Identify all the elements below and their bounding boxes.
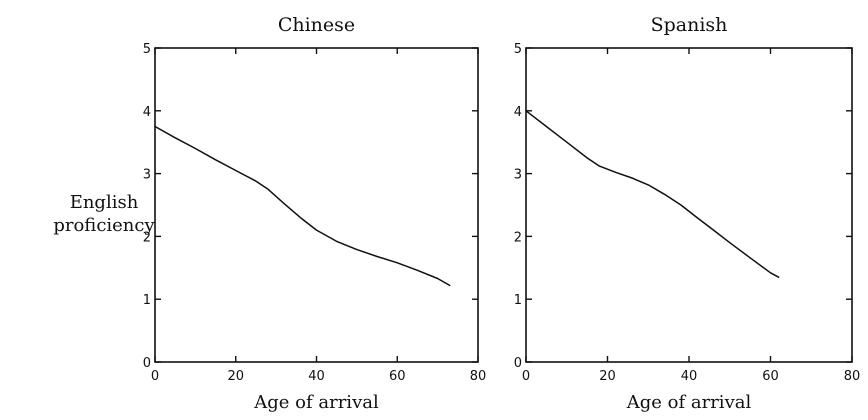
y-tick-label: 5 bbox=[514, 42, 522, 57]
panel-title: Chinese bbox=[278, 14, 355, 36]
x-tick-label: 20 bbox=[599, 369, 616, 384]
x-tick-label: 80 bbox=[844, 369, 861, 384]
x-tick-label: 60 bbox=[762, 369, 779, 384]
y-tick-label: 2 bbox=[143, 230, 151, 245]
x-tick-label: 80 bbox=[470, 369, 487, 384]
y-tick-label: 2 bbox=[514, 230, 522, 245]
x-axis-label: Age of arrival bbox=[626, 392, 752, 413]
plot-frame bbox=[525, 47, 853, 363]
chart-panel-2: Spanish 0 20 40 60 80 0 1 2 3 4 5 Age of arrival bbox=[514, 14, 861, 413]
series-line bbox=[525, 110, 780, 278]
plot-frame bbox=[154, 47, 479, 363]
x-tick-label: 60 bbox=[389, 369, 406, 384]
x-tick-label: 0 bbox=[151, 369, 159, 384]
y-tick-label: 4 bbox=[514, 105, 522, 120]
x-axis-label: Age of arrival bbox=[253, 392, 379, 413]
chart-panel-1: Chinese 0 20 40 60 80 0 1 2 3 4 5 Age of arrival bbox=[143, 14, 487, 413]
y-axis-label-line2: proficiency bbox=[53, 215, 155, 236]
y-tick-label: 0 bbox=[143, 356, 151, 371]
x-tick-label: 0 bbox=[522, 369, 530, 384]
y-axis-label-line1: English bbox=[70, 192, 139, 213]
y-tick-label: 3 bbox=[143, 168, 151, 183]
x-tick-label: 40 bbox=[681, 369, 698, 384]
x-tick-label: 20 bbox=[227, 369, 244, 384]
series-line bbox=[154, 125, 451, 287]
y-tick-label: 4 bbox=[143, 105, 151, 120]
y-tick-label: 3 bbox=[514, 168, 522, 183]
y-tick-label: 1 bbox=[143, 293, 151, 308]
panel-title: Spanish bbox=[651, 14, 728, 36]
y-tick-label: 5 bbox=[143, 42, 151, 57]
y-tick-label: 0 bbox=[514, 356, 522, 371]
x-tick-label: 40 bbox=[308, 369, 325, 384]
y-tick-label: 1 bbox=[514, 293, 522, 308]
